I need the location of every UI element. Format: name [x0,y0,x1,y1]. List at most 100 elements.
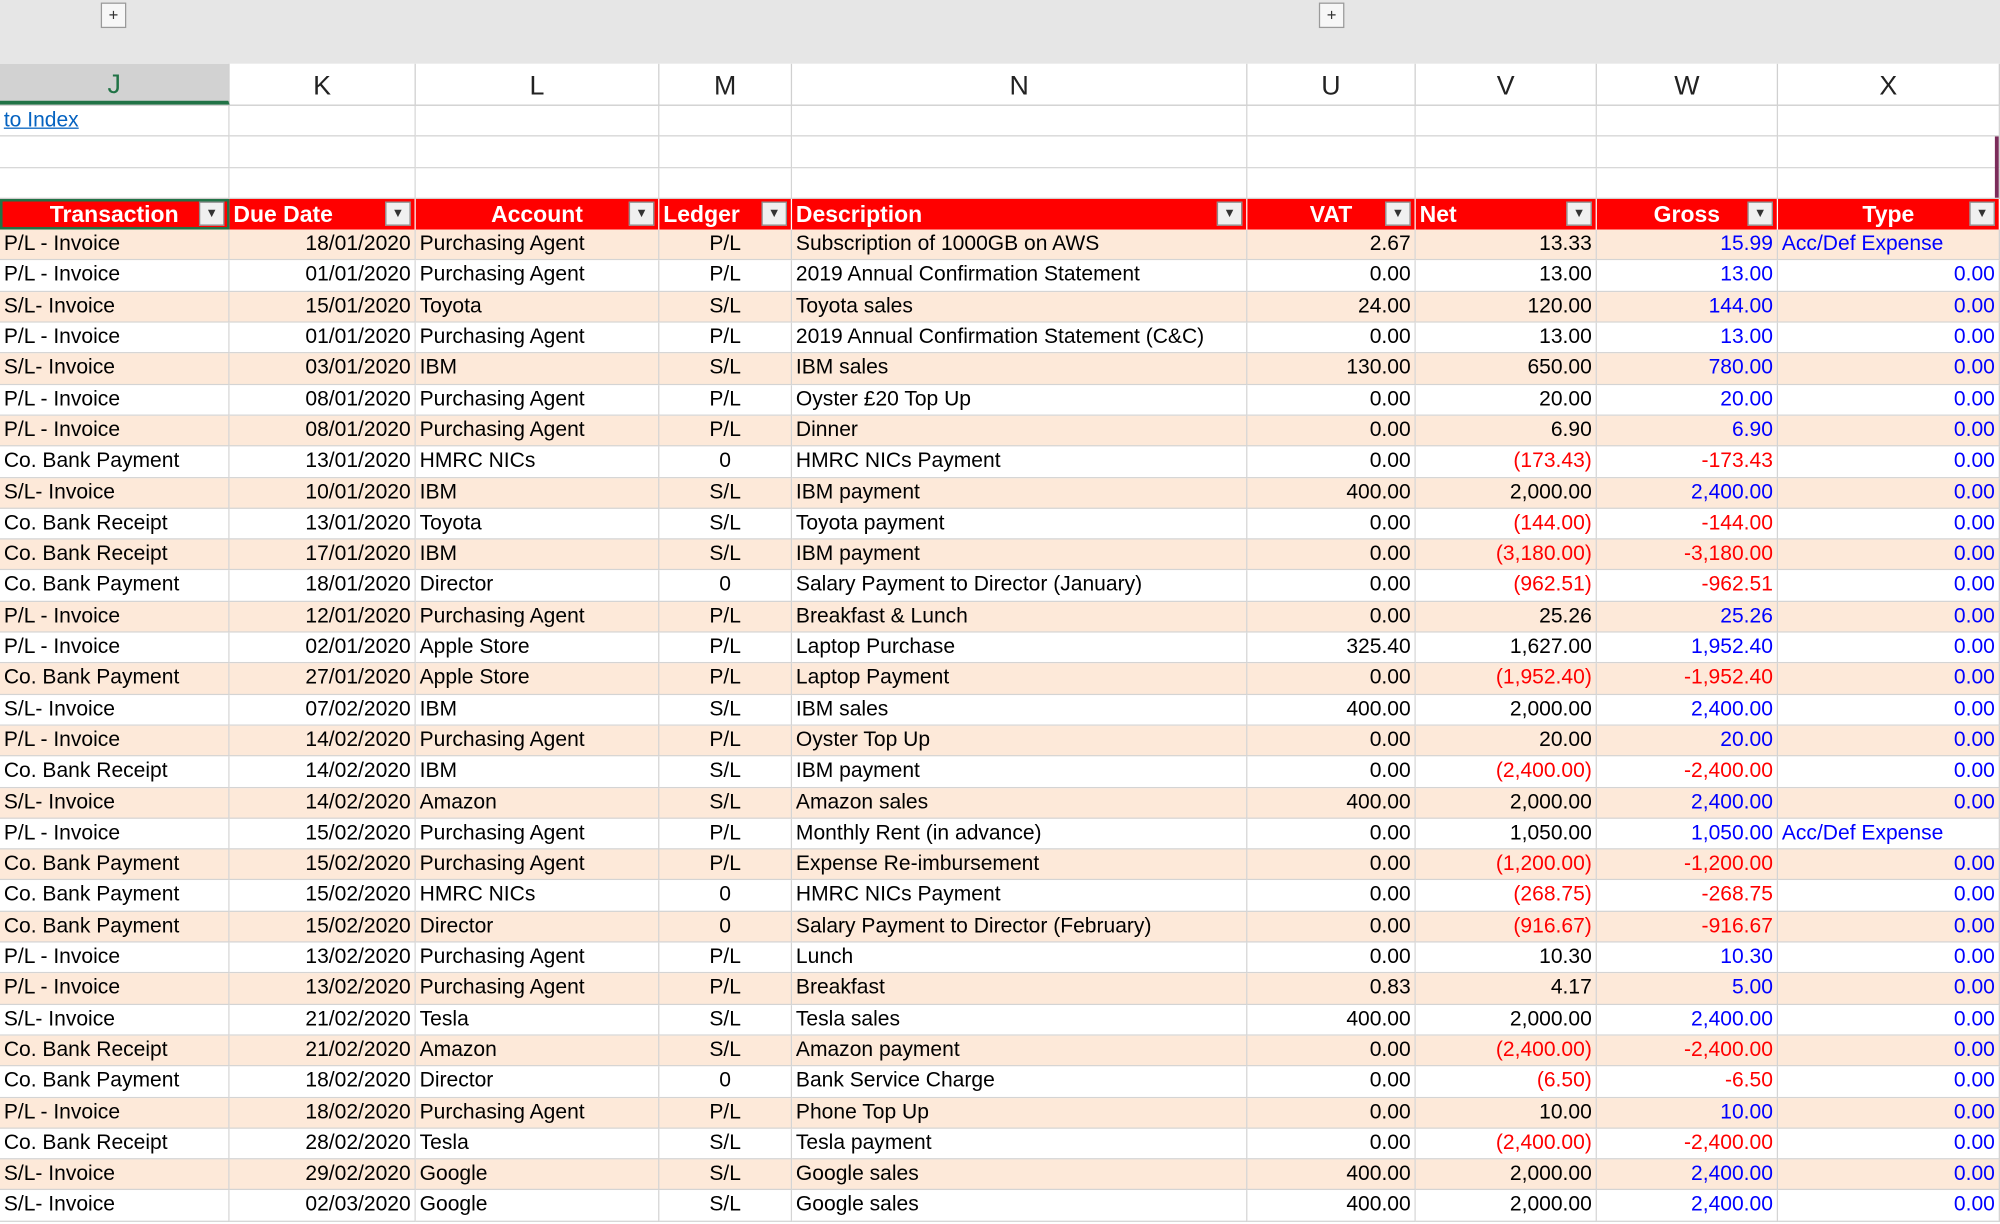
cell-due-date[interactable]: 08/01/2020 [229,415,416,447]
cell-vat[interactable]: 400.00 [1247,694,1416,726]
filter-dropdown-icon[interactable]: ▼ [628,201,655,226]
cell-vat[interactable]: 0.00 [1247,849,1416,881]
cell-type[interactable]: 0.00 [1778,1004,2000,1036]
cell-vat[interactable]: 0.00 [1247,446,1416,478]
empty-cell[interactable] [415,105,660,137]
cell-due-date[interactable]: 17/01/2020 [229,539,416,571]
empty-cell[interactable] [229,136,416,168]
empty-cell[interactable] [792,136,1248,168]
cell-transaction[interactable]: P/L - Invoice [0,260,230,292]
cell-account[interactable]: Purchasing Agent [415,942,660,974]
cell-due-date[interactable]: 13/01/2020 [229,446,416,478]
empty-cell[interactable] [1415,167,1597,199]
cell-vat[interactable]: 0.00 [1247,1128,1416,1160]
cell-ledger[interactable]: P/L [659,415,793,447]
cell-ledger[interactable]: P/L [659,632,793,664]
cell-net[interactable]: 2,000.00 [1415,787,1597,819]
cell-vat[interactable]: 0.00 [1247,818,1416,850]
cell-gross[interactable]: -2,400.00 [1596,756,1779,788]
cell-vat[interactable]: 400.00 [1247,1190,1416,1222]
cell-type[interactable]: 0.00 [1778,415,2000,447]
cell-gross[interactable]: 20.00 [1596,725,1779,757]
cell-type[interactable]: 0.00 [1778,787,2000,819]
cell-type[interactable]: 0.00 [1778,322,2000,354]
cell-due-date[interactable]: 15/01/2020 [229,291,416,323]
cell-due-date[interactable]: 15/02/2020 [229,911,416,943]
column-header-k[interactable]: K [230,63,416,105]
cell-due-date[interactable]: 02/01/2020 [229,632,416,664]
cell-account[interactable]: IBM [415,353,660,385]
cell-gross[interactable]: 10.00 [1596,1097,1779,1129]
cell-ledger[interactable]: P/L [659,818,793,850]
cell-net[interactable]: 1,627.00 [1415,632,1597,664]
cell-due-date[interactable]: 02/03/2020 [229,1190,416,1222]
empty-cell[interactable] [659,167,793,199]
cell-gross[interactable]: 20.00 [1596,384,1779,416]
cell-account[interactable]: Purchasing Agent [415,601,660,633]
cell-description[interactable]: IBM sales [792,694,1248,726]
empty-cell[interactable] [1596,105,1779,137]
cell-transaction[interactable]: P/L - Invoice [0,942,230,974]
cell-vat[interactable]: 0.83 [1247,973,1416,1005]
cell-vat[interactable]: 0.00 [1247,725,1416,757]
cell-ledger[interactable]: P/L [659,1097,793,1129]
cell-ledger[interactable]: P/L [659,973,793,1005]
cell-description[interactable]: Google sales [792,1190,1248,1222]
cell-vat[interactable]: 24.00 [1247,291,1416,323]
filter-dropdown-icon[interactable]: ▼ [198,201,225,226]
cell-transaction[interactable]: Co. Bank Payment [0,880,230,912]
cell-transaction[interactable]: Co. Bank Receipt [0,1035,230,1067]
filter-dropdown-icon[interactable]: ▼ [1566,201,1592,226]
cell-transaction[interactable]: P/L - Invoice [0,229,230,261]
cell-gross[interactable]: -2,400.00 [1596,1035,1779,1067]
cell-gross[interactable]: 2,400.00 [1596,1004,1779,1036]
cell-ledger[interactable]: P/L [659,849,793,881]
column-header-m[interactable]: M [659,63,793,105]
cell-ledger[interactable]: S/L [659,756,793,788]
cell-transaction[interactable]: P/L - Invoice [0,322,230,354]
cell-gross[interactable]: 5.00 [1596,973,1779,1005]
cell-account[interactable]: Google [415,1159,660,1191]
cell-net[interactable]: (1,200.00) [1415,849,1597,881]
cell-gross[interactable]: -916.67 [1596,911,1779,943]
cell-ledger[interactable]: P/L [659,260,793,292]
cell-account[interactable]: Google [415,1190,660,1222]
cell-vat[interactable]: 0.00 [1247,570,1416,602]
cell-due-date[interactable]: 07/02/2020 [229,694,416,726]
cell-due-date[interactable]: 15/02/2020 [229,818,416,850]
cell-net[interactable]: (173.43) [1415,446,1597,478]
cell-vat[interactable]: 0.00 [1247,322,1416,354]
cell-account[interactable]: Purchasing Agent [415,849,660,881]
cell-description[interactable]: Amazon payment [792,1035,1248,1067]
cell-description[interactable]: Tesla sales [792,1004,1248,1036]
cell-type[interactable]: 0.00 [1778,1190,2000,1222]
cell-transaction[interactable]: P/L - Invoice [0,973,230,1005]
header-ledger[interactable]: Ledger ▼ [659,198,793,230]
cell-net[interactable]: 2,000.00 [1415,694,1597,726]
cell-net[interactable]: 2,000.00 [1415,1190,1597,1222]
empty-cell[interactable] [1415,105,1597,137]
cell-net[interactable]: 20.00 [1415,384,1597,416]
cell-account[interactable]: Purchasing Agent [415,384,660,416]
cell-gross[interactable]: 2,400.00 [1596,1190,1779,1222]
filter-dropdown-icon[interactable]: ▼ [1216,201,1243,226]
cell-transaction[interactable]: P/L - Invoice [0,601,230,633]
cell-vat[interactable]: 0.00 [1247,260,1416,292]
cell-ledger[interactable]: P/L [659,663,793,695]
cell-transaction[interactable]: Co. Bank Receipt [0,539,230,571]
cell-ledger[interactable]: S/L [659,477,793,509]
cell-net[interactable]: (916.67) [1415,911,1597,943]
cell-gross[interactable]: -1,952.40 [1596,663,1779,695]
cell-account[interactable]: HMRC NICs [415,446,660,478]
header-account[interactable]: Account ▼ [415,198,660,230]
cell-ledger[interactable]: 0 [659,1066,793,1098]
cell-ledger[interactable]: S/L [659,1035,793,1067]
cell-gross[interactable]: -268.75 [1596,880,1779,912]
cell-due-date[interactable]: 10/01/2020 [229,477,416,509]
cell-description[interactable]: IBM sales [792,353,1248,385]
cell-gross[interactable]: 1,050.00 [1596,818,1779,850]
cell-type[interactable]: 0.00 [1778,1066,2000,1098]
cell-description[interactable]: Breakfast [792,973,1248,1005]
cell-description[interactable]: Subscription of 1000GB on AWS [792,229,1248,261]
cell-net[interactable]: (2,400.00) [1415,1035,1597,1067]
